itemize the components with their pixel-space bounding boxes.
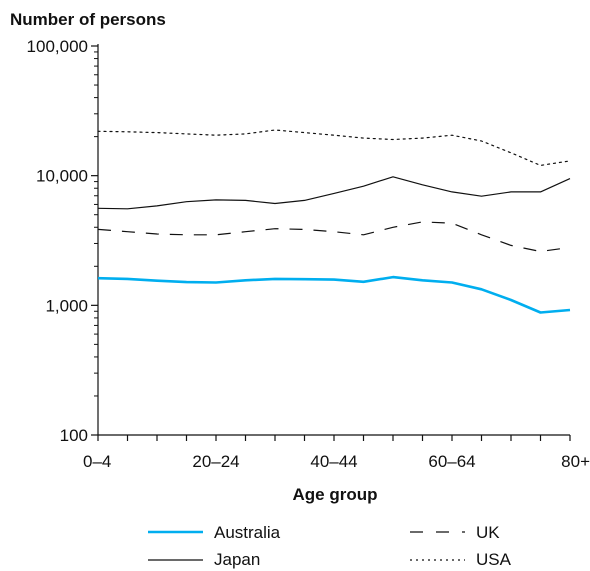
x-tick-label: 40–44 [310, 452, 357, 471]
y-axis-title: Number of persons [10, 10, 166, 29]
series-line-uk [97, 221, 571, 253]
y-tick-label: 100 [60, 426, 88, 445]
series-line-japan [97, 176, 571, 210]
x-tick-label: 80+ [561, 452, 590, 471]
legend-label-japan: Japan [214, 550, 261, 569]
y-tick-label: 1,000 [45, 296, 88, 315]
series-line-usa [97, 129, 571, 166]
y-tick-label: 100,000 [27, 37, 88, 56]
x-axis-title: Age group [292, 485, 378, 504]
legend-label-australia: Australia [214, 523, 281, 542]
x-tick-label: 60–64 [428, 452, 475, 471]
series-line-australia [97, 275, 571, 314]
legend-label-uk: UK [476, 523, 500, 542]
x-tick-label: 0–4 [83, 452, 111, 471]
y-tick-label: 10,000 [36, 167, 88, 186]
legend-label-usa: USA [476, 550, 511, 569]
x-tick-label: 20–24 [192, 452, 239, 471]
